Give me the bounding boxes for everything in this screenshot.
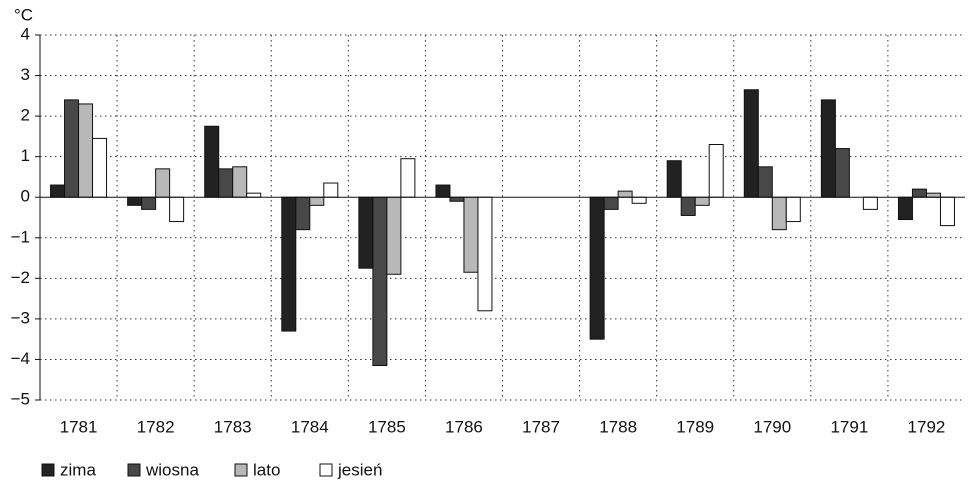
y-tick-label: 3	[21, 65, 30, 84]
legend-swatch	[319, 463, 333, 477]
bar	[820, 99, 836, 198]
bar	[372, 196, 388, 367]
x-tick-label: 1789	[676, 417, 714, 436]
bar	[64, 99, 80, 198]
x-tick-label: 1787	[522, 417, 560, 436]
y-tick-label: −1	[11, 227, 30, 246]
bar	[666, 160, 682, 198]
bar	[309, 196, 325, 206]
bar	[603, 196, 619, 210]
y-tick-label: −2	[11, 268, 30, 287]
bar	[218, 168, 234, 198]
bar	[155, 168, 171, 198]
bar	[449, 196, 465, 202]
bar	[589, 196, 605, 340]
bar	[386, 196, 402, 275]
y-tick-label: 1	[21, 146, 30, 165]
x-tick-label: 1786	[445, 417, 483, 436]
x-tick-label: 1790	[753, 417, 791, 436]
legend-label: zima	[60, 460, 96, 479]
legend-label: jesień	[337, 460, 382, 479]
bar	[463, 196, 479, 273]
bar	[925, 192, 941, 198]
legend-swatch	[41, 463, 55, 477]
bar	[78, 103, 94, 198]
bar	[323, 182, 339, 198]
bar	[127, 196, 143, 206]
bar	[232, 166, 248, 198]
y-tick-label: −3	[11, 308, 30, 327]
bar	[169, 196, 185, 223]
legend-label: wiosna	[145, 460, 199, 479]
x-tick-label: 1788	[599, 417, 637, 436]
bar	[92, 137, 108, 198]
y-tick-label: 2	[21, 106, 30, 125]
bar	[295, 196, 311, 231]
y-tick-label: 4	[21, 24, 30, 43]
y-tick-label: −5	[11, 389, 30, 408]
bar	[708, 144, 724, 198]
bar	[204, 125, 220, 198]
bar	[680, 196, 696, 216]
bar	[246, 192, 262, 198]
y-tick-label: −4	[11, 349, 30, 368]
bar	[400, 158, 416, 198]
bar	[939, 196, 955, 227]
bar	[141, 196, 157, 210]
x-tick-label: 1781	[60, 417, 98, 436]
bar	[785, 196, 801, 223]
bar	[358, 196, 374, 269]
y-tick-label: 0	[21, 187, 30, 206]
bar	[771, 196, 787, 231]
legend-swatch	[234, 463, 248, 477]
bar	[435, 184, 451, 198]
bar	[757, 166, 773, 198]
bar	[617, 190, 633, 198]
bar	[743, 89, 759, 198]
x-tick-label: 1791	[830, 417, 868, 436]
bar	[477, 196, 493, 312]
bar	[631, 196, 647, 204]
legend-label: lato	[253, 460, 280, 479]
legend-swatch	[127, 463, 141, 477]
bar	[50, 184, 66, 198]
y-axis-label: °C	[14, 5, 33, 24]
bar	[897, 196, 913, 221]
bar	[694, 196, 710, 206]
x-tick-label: 1785	[368, 417, 406, 436]
bar	[911, 188, 927, 198]
bar	[862, 196, 878, 210]
bar	[281, 196, 297, 332]
x-tick-label: 1792	[908, 417, 946, 436]
bar	[834, 148, 850, 198]
x-tick-label: 1783	[214, 417, 252, 436]
x-tick-label: 1782	[137, 417, 175, 436]
x-tick-label: 1784	[291, 417, 329, 436]
